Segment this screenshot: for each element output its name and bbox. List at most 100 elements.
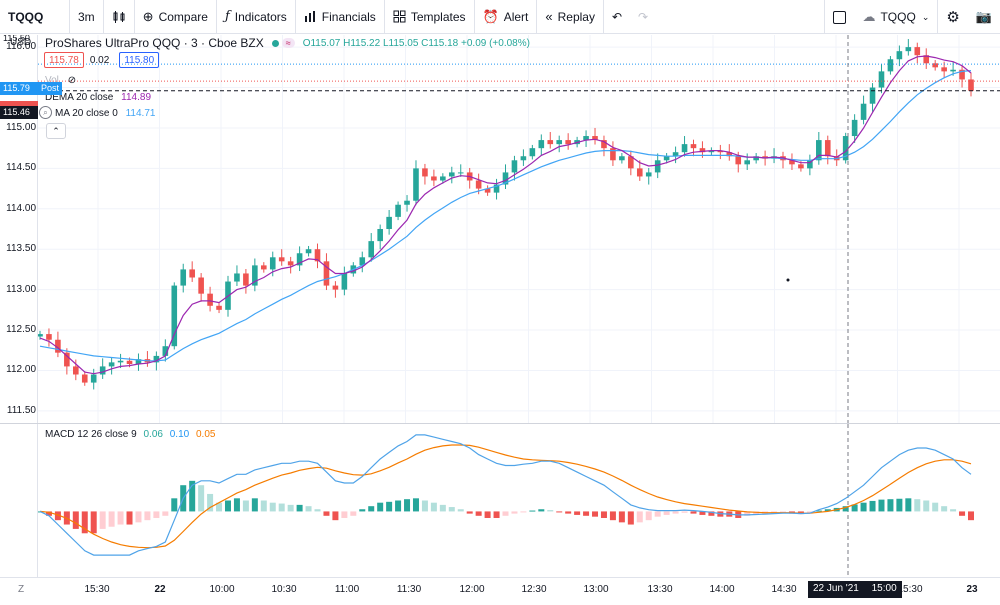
- alarm-clock-icon: ⏰: [482, 8, 499, 24]
- time-axis[interactable]: Z 15:30 22 10:00 10:30 11:00 11:30 12:00 12:30 1…: [0, 577, 1000, 605]
- candle: [216, 302, 222, 314]
- macd-histogram-bar: [600, 511, 607, 518]
- time-tick-label: 10:30: [271, 584, 297, 595]
- macd-histogram-bar: [520, 511, 527, 513]
- layout-button[interactable]: [824, 0, 854, 34]
- macd-histogram-bar: [323, 511, 330, 516]
- top-toolbar: TQQQ 3m ⊕ Compare ƒ Indicators Financial…: [0, 0, 1000, 34]
- candle: [905, 39, 912, 56]
- layout-symbol-button[interactable]: ☁ TQQQ ⌄: [854, 0, 937, 34]
- macd-histogram-bar: [207, 493, 214, 512]
- alert-button[interactable]: ⏰ Alert: [475, 0, 538, 34]
- macd-histogram-bar: [565, 511, 572, 514]
- macd-histogram-bar: [618, 511, 625, 523]
- macd-histogram-bar: [224, 500, 231, 512]
- candle: [260, 262, 267, 273]
- volume-legend[interactable]: Vol ⊘: [45, 75, 76, 86]
- gear-icon: ⚙: [946, 9, 960, 26]
- buy-price-button[interactable]: 115.80: [119, 52, 160, 68]
- candle: [171, 282, 178, 350]
- interval-button[interactable]: 3m: [70, 0, 104, 34]
- magnifier-icon[interactable]: ⌕: [39, 106, 52, 119]
- sell-price-button[interactable]: 115.78: [44, 52, 84, 68]
- price-chart[interactable]: [38, 35, 1000, 423]
- change-value: +0.09 (+0.08%): [461, 37, 530, 49]
- candle: [538, 134, 545, 156]
- macd-histogram-bar: [645, 511, 652, 521]
- undo-button[interactable]: ↶: [604, 0, 630, 34]
- macd-axis[interactable]: [0, 424, 38, 577]
- candle: [959, 65, 965, 88]
- time-tick-label: 13:00: [583, 584, 609, 595]
- macd-histogram-bar: [81, 511, 88, 534]
- candle: [162, 339, 169, 362]
- indicators-button[interactable]: ƒ Indicators: [217, 0, 296, 34]
- open-value: O115.07: [302, 37, 341, 49]
- redo-button[interactable]: ↷: [630, 0, 656, 34]
- close-value: C115.18: [421, 37, 459, 49]
- macd-histogram-bar: [851, 504, 858, 512]
- pane-separator[interactable]: [0, 423, 1000, 424]
- plus-circle-icon: ⊕: [142, 8, 154, 24]
- macd-histogram-bar: [108, 511, 115, 527]
- price-tick-label: 112.00: [6, 364, 36, 376]
- macd-histogram-bar: [368, 506, 375, 512]
- price-tick-label: 114.50: [6, 162, 36, 174]
- financials-label: Financials: [321, 9, 376, 24]
- macd-histogram-bar: [690, 511, 697, 514]
- layout-symbol-label: TQQQ: [880, 10, 916, 24]
- time-tick-label: 11:00: [334, 584, 360, 595]
- macd-value-2: 0.10: [169, 429, 190, 440]
- price-tick-label: 115.00: [6, 121, 36, 133]
- candle: [789, 153, 795, 170]
- settings-button[interactable]: ⚙: [937, 0, 967, 34]
- post-badge: Post: [38, 82, 63, 95]
- candle: [887, 56, 894, 75]
- collapse-legend-button[interactable]: ⌃: [46, 123, 66, 139]
- candle: [314, 243, 321, 269]
- compare-button[interactable]: ⊕ Compare: [135, 0, 217, 34]
- replay-button[interactable]: « Replay: [537, 0, 604, 34]
- macd-legend[interactable]: MACD 12 26 close 9 0.06 0.10 0.05: [45, 429, 215, 440]
- cursor-dot: [786, 278, 790, 282]
- post-price-value: 115.79: [3, 83, 30, 93]
- time-tick-label: 14:30: [771, 584, 797, 595]
- macd-histogram-bar: [126, 511, 133, 525]
- ma-legend[interactable]: MA 20 close 0 114.71: [45, 108, 155, 119]
- candle: [610, 141, 616, 166]
- macd-histogram-bar: [914, 499, 921, 512]
- price-axis[interactable]: USD: [0, 35, 38, 423]
- macd-histogram-bar: [574, 511, 581, 515]
- candle: [636, 160, 643, 181]
- symbol-search-button[interactable]: TQQQ: [0, 0, 70, 34]
- candle: [431, 169, 437, 187]
- candle: [207, 286, 213, 312]
- candle: [395, 201, 401, 221]
- macd-histogram-bar: [950, 509, 957, 512]
- last-price-value: 115.46: [3, 107, 30, 117]
- candle: [556, 135, 563, 153]
- last-price-red-marker: [0, 101, 38, 106]
- candle: [64, 348, 70, 375]
- financials-button[interactable]: Financials: [296, 0, 385, 34]
- macd-histogram-bar: [815, 510, 822, 512]
- candle: [663, 153, 670, 164]
- dema-legend[interactable]: DEMA 20 close 114.89: [45, 92, 151, 103]
- macd-chart[interactable]: [38, 424, 1000, 577]
- chart-type-button[interactable]: [104, 0, 135, 34]
- macd-histogram-bar: [404, 499, 411, 512]
- macd-histogram-bar: [636, 511, 643, 523]
- templates-button[interactable]: Templates: [385, 0, 475, 34]
- dema-value: 114.89: [121, 92, 151, 103]
- snapshot-button[interactable]: 📷: [968, 0, 1000, 34]
- macd-histogram-bar: [171, 498, 178, 512]
- candles-icon: [113, 10, 125, 23]
- top-partial-label: 115.50: [3, 35, 30, 43]
- eye-hidden-icon[interactable]: ⊘: [67, 75, 77, 86]
- candle: [771, 148, 777, 164]
- time-tick-label: 15:30: [897, 584, 923, 595]
- time-tick-label: 12:00: [459, 584, 485, 595]
- macd-histogram-bar: [341, 511, 348, 518]
- candle: [708, 147, 715, 156]
- macd-histogram-bar: [198, 485, 205, 512]
